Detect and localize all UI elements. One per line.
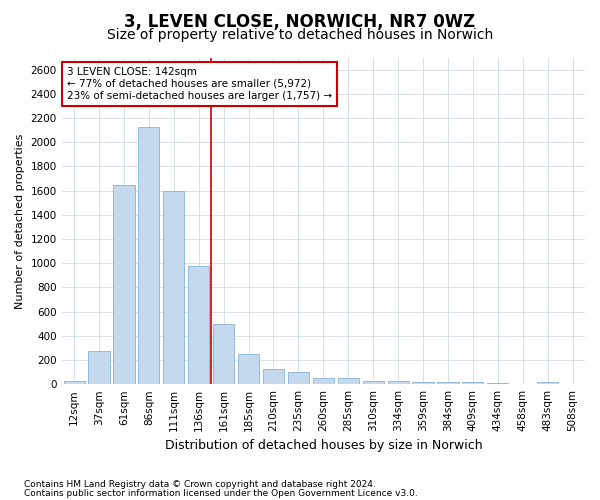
Bar [64, 381, 85, 384]
Text: Size of property relative to detached houses in Norwich: Size of property relative to detached ho… [107, 28, 493, 42]
Bar [188, 266, 209, 384]
Text: Contains HM Land Registry data © Crown copyright and database right 2024.: Contains HM Land Registry data © Crown c… [24, 480, 376, 489]
Bar [487, 383, 508, 384]
Bar [113, 184, 134, 384]
Bar [437, 382, 458, 384]
Bar [537, 382, 558, 384]
Bar [462, 382, 484, 384]
Bar [338, 378, 359, 384]
Bar [288, 372, 309, 384]
Bar [362, 380, 384, 384]
Bar [88, 351, 110, 384]
Text: Contains public sector information licensed under the Open Government Licence v3: Contains public sector information licen… [24, 490, 418, 498]
Bar [163, 190, 184, 384]
Bar [238, 354, 259, 384]
Bar [412, 382, 434, 384]
Y-axis label: Number of detached properties: Number of detached properties [15, 133, 25, 308]
X-axis label: Distribution of detached houses by size in Norwich: Distribution of detached houses by size … [164, 440, 482, 452]
Text: 3, LEVEN CLOSE, NORWICH, NR7 0WZ: 3, LEVEN CLOSE, NORWICH, NR7 0WZ [124, 12, 476, 30]
Bar [313, 378, 334, 384]
Bar [263, 369, 284, 384]
Bar [388, 381, 409, 384]
Text: 3 LEVEN CLOSE: 142sqm
← 77% of detached houses are smaller (5,972)
23% of semi-d: 3 LEVEN CLOSE: 142sqm ← 77% of detached … [67, 68, 332, 100]
Bar [138, 127, 160, 384]
Bar [213, 324, 234, 384]
